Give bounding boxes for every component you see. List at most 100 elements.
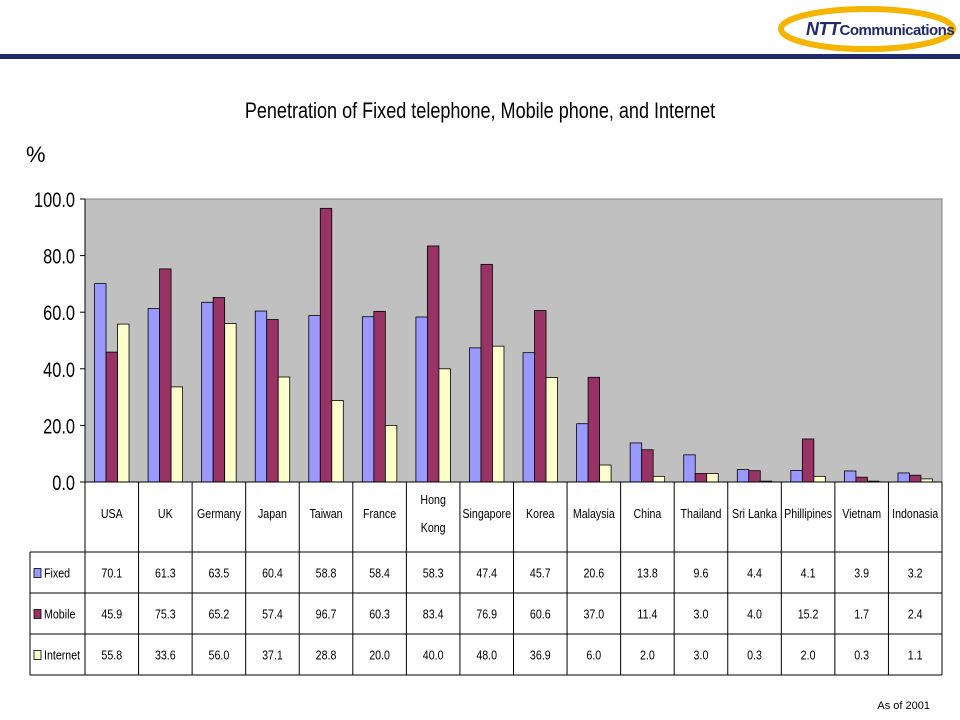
category-label: Malaysia (573, 506, 615, 521)
table-cell-internet: 55.8 (101, 647, 122, 662)
bar-mobile (319, 207, 333, 483)
bar-mobile (266, 319, 279, 483)
category-label: Kong (421, 520, 446, 535)
table-cell-fixed: 60.4 (262, 565, 283, 580)
table-cell-internet: 37.1 (262, 647, 283, 662)
category-label: France (363, 506, 396, 521)
bar-fixed (147, 308, 160, 483)
y-tick-label: 60.0 (43, 301, 75, 324)
table-cell-fixed: 70.1 (101, 565, 122, 580)
table-cell-fixed: 45.7 (530, 565, 551, 580)
table-cell-internet: 6.0 (586, 647, 601, 662)
bar-fixed (201, 301, 214, 483)
bar-mobile (105, 351, 118, 483)
table-cell-mobile: 65.2 (209, 606, 230, 621)
category-label: Singapore (462, 506, 511, 521)
category-label: Indonasia (892, 506, 939, 521)
bar-mobile (587, 376, 600, 483)
table-cell-internet: 20.0 (369, 647, 390, 662)
bar-fixed (683, 454, 696, 483)
table-cell-mobile: 76.9 (476, 606, 497, 621)
category-label: Korea (526, 506, 555, 521)
logo-rest: Communications (839, 22, 955, 39)
bar-mobile (694, 473, 708, 483)
bar-fixed (361, 316, 375, 483)
table-cell-mobile: 37.0 (583, 606, 604, 621)
table-cell-internet: 48.0 (476, 647, 497, 662)
bar-fixed (629, 442, 643, 483)
category-label: Taiwan (309, 506, 342, 521)
bar-internet (384, 424, 398, 483)
bar-fixed (469, 347, 482, 483)
table-cell-fixed: 47.4 (476, 565, 497, 580)
bar-internet (652, 475, 666, 483)
table-cell-internet: 0.3 (854, 647, 869, 662)
table-cell-mobile: 45.9 (101, 606, 122, 621)
footer-note: As of 2001 (877, 700, 930, 712)
table-cell-mobile: 15.2 (798, 606, 819, 621)
table-cell-mobile: 60.3 (369, 606, 390, 621)
bar-fixed (522, 352, 535, 483)
bar-mobile (427, 245, 440, 483)
table-cell-fixed: 61.3 (155, 565, 176, 580)
bar-internet (224, 323, 237, 483)
table-cell-mobile: 96.7 (316, 606, 337, 621)
logo-swoosh-icon (778, 6, 956, 52)
bar-fixed (790, 469, 803, 483)
bar-mobile (212, 297, 226, 483)
bar-internet (706, 473, 719, 483)
table-cell-internet: 2.0 (640, 647, 655, 662)
table-cell-fixed: 63.5 (209, 565, 230, 580)
table-cell-fixed: 3.2 (908, 565, 923, 580)
bar-internet (545, 377, 558, 483)
category-label: Sri Lanka (732, 506, 777, 521)
category-label: Hong (420, 492, 445, 507)
bar-mobile (641, 449, 654, 483)
bar-internet (599, 464, 612, 483)
table-cell-internet: 0.3 (747, 647, 762, 662)
table-cell-mobile: 11.4 (637, 606, 657, 621)
table-cell-fixed: 13.8 (637, 565, 658, 580)
bar-fixed (844, 470, 857, 483)
bar-mobile (909, 474, 922, 483)
legend-key-fixed (33, 568, 42, 578)
bar-fixed (254, 310, 268, 483)
bar-mobile (855, 476, 868, 483)
bar-mobile (480, 263, 493, 483)
table-cell-fixed: 58.3 (423, 565, 444, 580)
row-label-internet: Internet (44, 647, 81, 662)
table-cell-mobile: 83.4 (423, 606, 444, 621)
bar-mobile (748, 470, 761, 483)
table-cell-internet: 28.8 (316, 647, 337, 662)
table-cell-fixed: 58.4 (369, 565, 390, 580)
category-label: UK (158, 506, 173, 521)
bar-fixed (415, 316, 428, 483)
category-label: USA (101, 506, 123, 521)
bar-fixed (94, 283, 107, 483)
y-tick-label: 100.0 (34, 188, 75, 211)
bar-fixed (576, 423, 589, 483)
table-cell-internet: 56.0 (209, 647, 230, 662)
bar-fixed (897, 472, 910, 483)
legend-key-internet (33, 650, 42, 660)
bar-internet (438, 368, 451, 483)
table-cell-internet: 40.0 (423, 647, 444, 662)
table-cell-internet: 33.6 (155, 647, 176, 662)
row-label-fixed: Fixed (44, 565, 70, 580)
table-cell-mobile: 3.0 (694, 606, 709, 621)
bar-internet (813, 475, 826, 483)
table-cell-fixed: 3.9 (854, 565, 869, 580)
category-label: China (633, 506, 661, 521)
logo-text: NTTCommunications (806, 19, 955, 40)
table-cell-internet: 2.0 (801, 647, 816, 662)
table-cell-fixed: 4.1 (801, 565, 816, 580)
table-cell-mobile: 57.4 (262, 606, 283, 621)
bar-internet (117, 323, 130, 483)
chart-title: Penetration of Fixed telephone, Mobile p… (244, 98, 716, 123)
table-cell-internet: 3.0 (694, 647, 709, 662)
table-cell-mobile: 4.0 (747, 606, 762, 621)
bar-internet (331, 400, 344, 483)
table-cell-internet: 1.1 (908, 647, 923, 662)
table-cell-fixed: 4.4 (747, 565, 762, 580)
